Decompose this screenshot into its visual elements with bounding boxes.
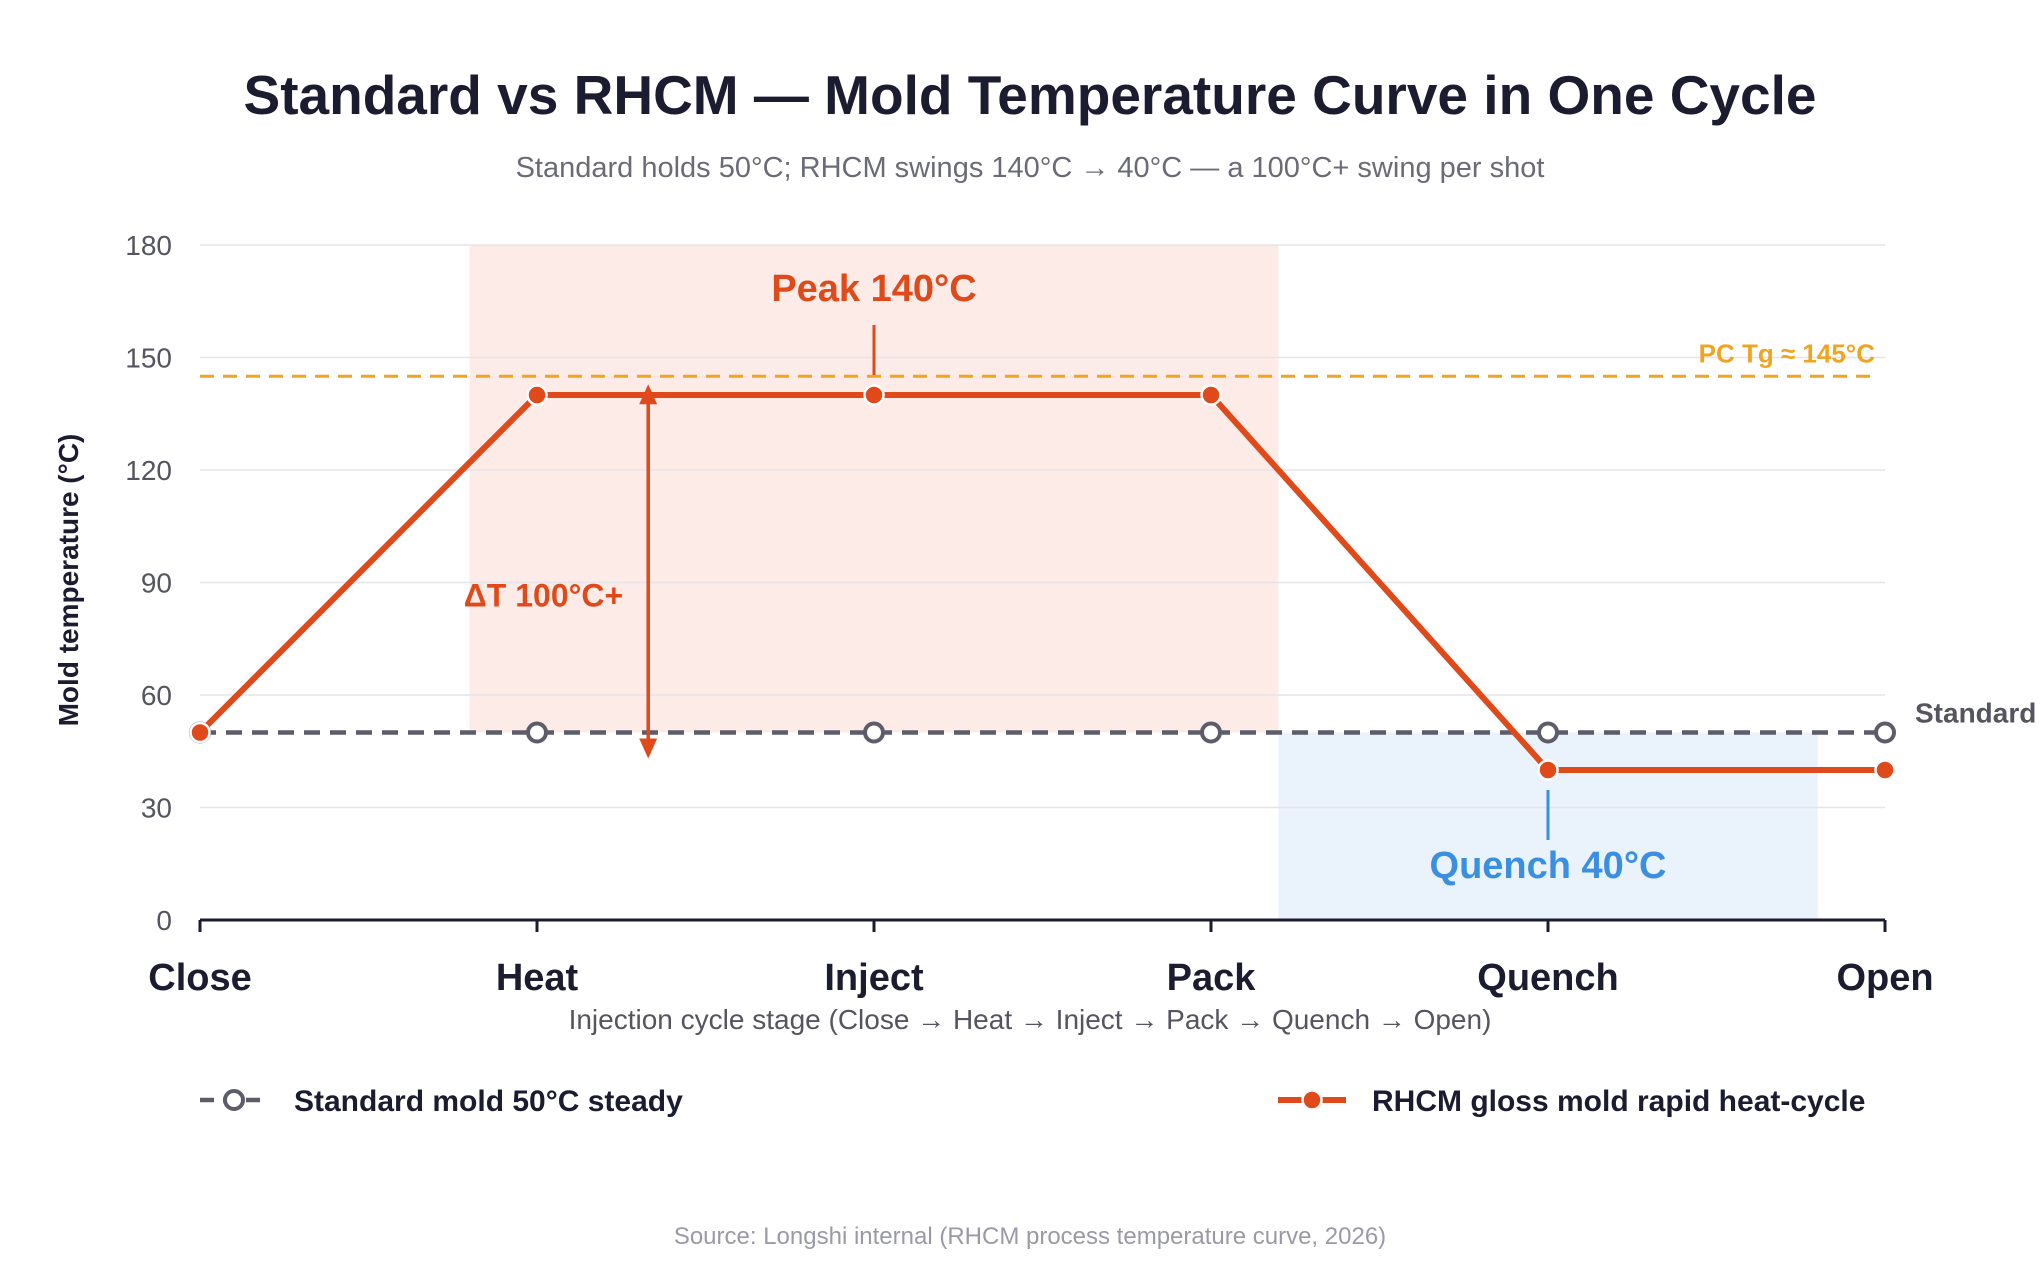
rhcm-point — [1874, 759, 1896, 781]
peak-annotation: Peak 140°C — [771, 268, 976, 310]
delta-annotation: ΔT 100°C+ — [464, 578, 623, 614]
rhcm-series-line — [197, 392, 1885, 773]
x-axis: Close Heat Inject Pack Quench Open — [148, 918, 1934, 999]
y-tick-label: 0 — [156, 905, 172, 936]
x-tick-label: Close — [148, 957, 251, 999]
annotations-group: Peak 140°C ΔT 100°C+ Quench 40°C Standard — [464, 268, 2037, 887]
standard-point — [526, 721, 548, 744]
y-tick-label: 30 — [141, 793, 172, 824]
y-tick-label: 180 — [125, 230, 172, 261]
y-axis-ticks: 0 30 60 90 120 150 180 — [125, 230, 172, 936]
standard-point — [863, 721, 885, 744]
tg-reference-label: PC Tg ≈ 145°C — [1699, 338, 1876, 368]
legend-rhcm-label: RHCM gloss mold rapid heat-cycle — [1372, 1085, 1865, 1118]
delta-arrow-head-down — [639, 738, 658, 759]
rhcm-point — [189, 721, 211, 744]
reference-line: PC Tg ≈ 145°C — [200, 338, 1876, 378]
highlight-band-0 — [469, 245, 1279, 733]
y-tick-label: 120 — [125, 455, 172, 486]
y-axis-label: Mold temperature (°C) — [53, 434, 84, 727]
standard-point — [1200, 721, 1222, 744]
source-note: Source: Longshi internal (RHCM process t… — [674, 1223, 1386, 1250]
x-tick-label: Pack — [1167, 957, 1257, 999]
legend: Standard mold 50°C steady RHCM gloss mold… — [200, 1085, 1865, 1118]
chart-title: Standard vs RHCM — Mold Temperature Curv… — [244, 64, 1817, 126]
y-tick-label: 90 — [141, 568, 172, 599]
standard-end-label: Standard — [1915, 698, 2036, 729]
rhcm-point — [863, 384, 885, 406]
rhcm-point — [526, 384, 548, 406]
y-tick-label: 60 — [141, 680, 172, 711]
standard-point — [1537, 721, 1559, 744]
x-tick-label: Quench — [1477, 957, 1618, 999]
x-tick-label: Inject — [824, 957, 924, 999]
delta-arrow-head-up — [639, 384, 658, 405]
series-group — [189, 384, 1896, 781]
grid-lines — [200, 244, 1885, 809]
standard-point — [1874, 721, 1896, 744]
rhcm-point — [1537, 759, 1559, 781]
y-tick-label: 150 — [125, 343, 172, 374]
x-axis-label: Injection cycle stage (Close → Heat → In… — [569, 1004, 1492, 1035]
x-tick-label: Heat — [496, 957, 579, 999]
legend-standard-label: Standard mold 50°C steady — [294, 1085, 683, 1118]
legend-rhcm-swatch-marker — [1301, 1089, 1323, 1111]
chart-subtitle: Standard holds 50°C; RHCM swings 140°C →… — [516, 152, 1545, 184]
quench-annotation: Quench 40°C — [1430, 845, 1667, 887]
x-tick-label: Open — [1836, 957, 1933, 999]
rhcm-point — [1200, 384, 1222, 406]
legend-standard-swatch-marker — [223, 1089, 245, 1111]
